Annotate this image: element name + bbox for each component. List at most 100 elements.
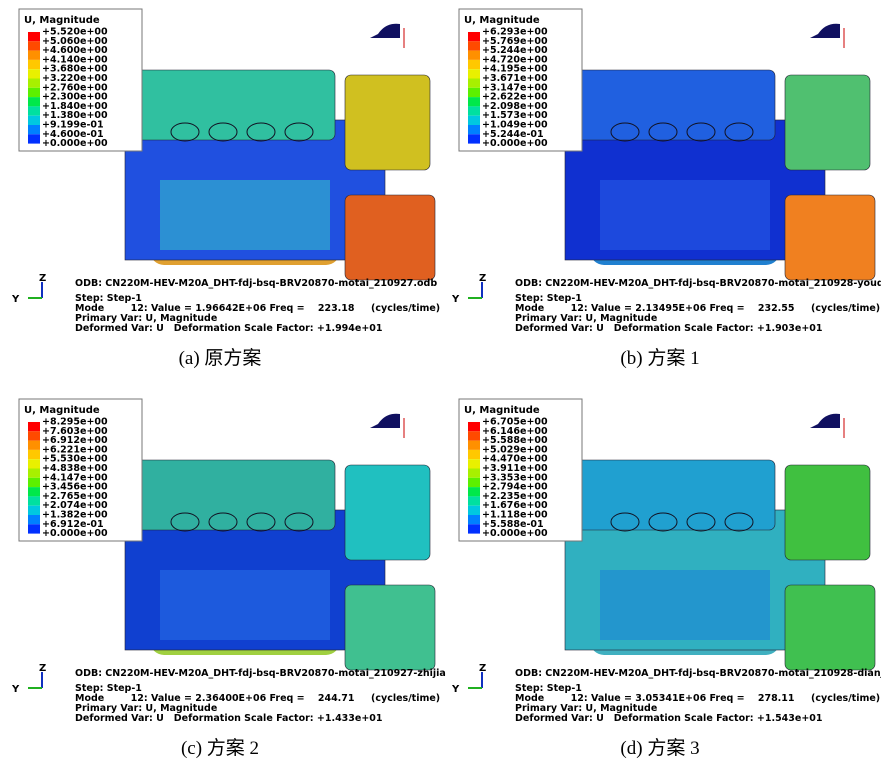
- legend-label: +4.140e+00: [42, 54, 108, 65]
- legend-label: +4.195e+00: [482, 64, 548, 75]
- legend-swatch: [28, 59, 40, 70]
- mode-line: Mode 12: Value = 3.05341E+06 Freq = 278.…: [515, 693, 880, 704]
- legend-label: +4.600e+00: [42, 45, 108, 56]
- legend-label: +3.456e+00: [42, 482, 108, 493]
- legend-swatch: [468, 87, 480, 98]
- legend-swatch: [28, 134, 40, 144]
- legend-swatch: [468, 487, 480, 497]
- legend-swatch: [28, 524, 40, 534]
- port: [246, 122, 276, 142]
- legend-title: U, Magnitude: [24, 405, 100, 416]
- model-render: [124, 459, 436, 671]
- legend-label: +0.000e+00: [482, 138, 548, 149]
- legend-label: +1.382e+00: [42, 510, 108, 521]
- legend-swatch: [468, 32, 480, 42]
- port: [648, 512, 678, 532]
- odb-line: ODB: CN220M-HEV-M20A_DHT-fdj-bsq-BRV2087…: [75, 278, 437, 289]
- caption: (a) 原方案: [179, 347, 262, 369]
- caption: (b) 方案 1: [620, 347, 699, 369]
- port: [648, 122, 678, 142]
- legend-swatch: [28, 505, 40, 515]
- step-line: Step: Step-1: [75, 293, 142, 304]
- axis-label: Y: [11, 294, 20, 305]
- motor-upper: [784, 74, 871, 171]
- engine-lower: [600, 570, 770, 640]
- motor-lower: [344, 194, 436, 281]
- motor-upper: [344, 464, 431, 561]
- model-render: [564, 459, 876, 671]
- odb-line: ODB: CN220M-HEV-M20A_DHT-fdj-bsq-BRV2087…: [515, 278, 881, 289]
- legend-label: +1.573e+00: [482, 110, 548, 121]
- legend-swatch: [468, 50, 480, 60]
- legend-label: +5.060e+00: [42, 36, 108, 47]
- legend-swatch: [468, 97, 480, 107]
- port: [170, 512, 200, 532]
- legend-swatch: [28, 115, 40, 125]
- panel: U, Magnitude+8.295e+00+7.603e+00+6.912e+…: [11, 398, 446, 759]
- legend-label: +4.147e+00: [42, 472, 108, 483]
- legend-swatch: [468, 125, 480, 135]
- motor-upper: [344, 74, 431, 171]
- primary-line: Primary Var: U, Magnitude: [515, 703, 657, 714]
- legend-label: +6.146e+00: [482, 426, 548, 437]
- engine-head: [134, 459, 336, 531]
- legend-swatch: [468, 477, 480, 488]
- deformed-line: Deformed Var: U Deformation Scale Factor…: [515, 323, 823, 334]
- legend-label: +2.622e+00: [482, 92, 548, 103]
- legend-label: +2.765e+00: [42, 491, 108, 502]
- legend-swatch: [28, 468, 40, 478]
- axis-label: Z: [39, 273, 46, 284]
- legend-label: +5.244e+00: [482, 45, 548, 56]
- legend-swatch: [468, 515, 480, 525]
- engine-head: [574, 459, 776, 531]
- port: [284, 512, 314, 532]
- view-triad: [370, 413, 400, 428]
- legend-label: +2.794e+00: [482, 482, 548, 493]
- legend-label: +8.295e+00: [42, 417, 108, 428]
- legend-swatch: [28, 78, 40, 88]
- motor-lower: [784, 194, 876, 281]
- legend-label: +2.235e+00: [482, 491, 548, 502]
- legend-label: +5.588e+00: [482, 435, 548, 446]
- engine-head: [574, 69, 776, 141]
- port: [208, 512, 238, 532]
- legend-label: +3.680e+00: [42, 64, 108, 75]
- motor-lower: [344, 584, 436, 671]
- legend-label: +6.293e+00: [482, 27, 548, 38]
- primary-line: Primary Var: U, Magnitude: [75, 703, 217, 714]
- port: [724, 122, 754, 142]
- legend-swatch: [468, 78, 480, 88]
- legend-swatch: [468, 449, 480, 460]
- legend-swatch: [28, 50, 40, 60]
- legend-label: +2.098e+00: [482, 101, 548, 112]
- legend-label: +4.838e+00: [42, 463, 108, 474]
- legend-label: +5.769e+00: [482, 36, 548, 47]
- motor-lower: [784, 584, 876, 671]
- view-triad: [370, 23, 400, 38]
- deformed-line: Deformed Var: U Deformation Scale Factor…: [75, 323, 383, 334]
- legend-swatch: [28, 69, 40, 79]
- legend-label: +1.676e+00: [482, 500, 548, 511]
- legend-swatch: [28, 496, 40, 506]
- port: [724, 512, 754, 532]
- model-render: [564, 69, 876, 281]
- mode-line: Mode 12: Value = 1.96642E+06 Freq = 223.…: [75, 303, 440, 314]
- legend-label: +1.840e+00: [42, 101, 108, 112]
- panel: U, Magnitude+6.705e+00+6.146e+00+5.588e+…: [451, 398, 881, 759]
- axis-label: Z: [479, 663, 486, 674]
- legend-swatch: [28, 487, 40, 497]
- legend-swatch: [28, 106, 40, 116]
- legend-label: +6.912e-01: [42, 519, 104, 530]
- legend-label: +6.912e+00: [42, 435, 108, 446]
- legend-label: +7.603e+00: [42, 426, 108, 437]
- legend-swatch: [468, 115, 480, 125]
- engine-lower: [160, 180, 330, 250]
- legend-label: +2.074e+00: [42, 500, 108, 511]
- legend-swatch: [28, 477, 40, 488]
- step-line: Step: Step-1: [75, 683, 142, 694]
- port: [284, 122, 314, 142]
- legend-swatch: [468, 468, 480, 478]
- legend-label: +1.118e+00: [482, 510, 548, 521]
- legend-swatch: [468, 459, 480, 469]
- legend-title: U, Magnitude: [464, 15, 540, 26]
